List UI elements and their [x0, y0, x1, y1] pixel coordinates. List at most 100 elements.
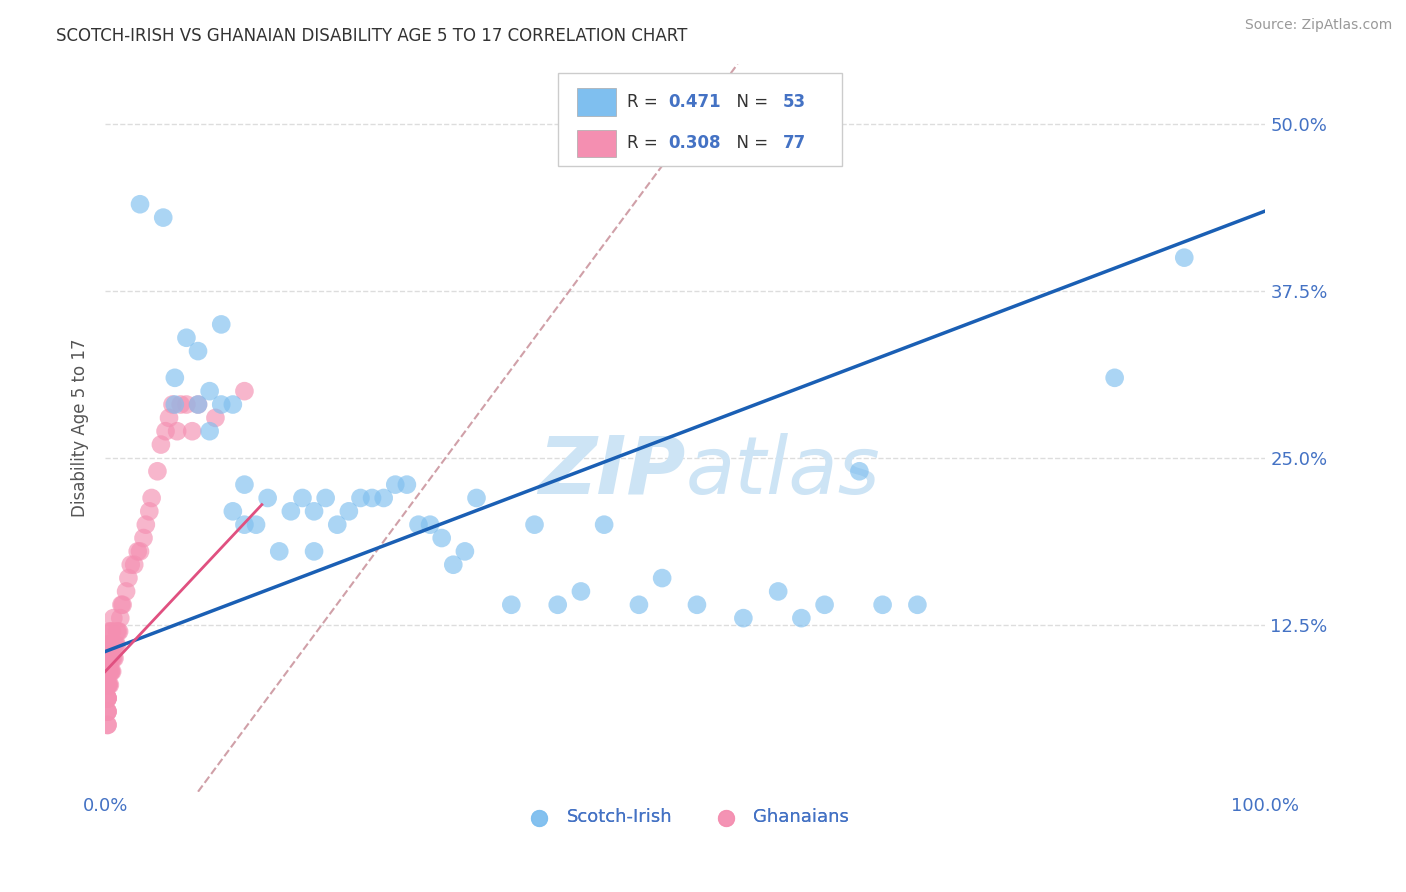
- Point: [813, 598, 835, 612]
- Point: [98, 678, 121, 692]
- Point: [733, 611, 755, 625]
- Point: [686, 598, 709, 612]
- Text: atlas: atlas: [685, 433, 880, 510]
- Point: [163, 397, 186, 411]
- FancyBboxPatch shape: [578, 88, 616, 116]
- Point: [222, 397, 245, 411]
- Point: [97, 624, 120, 639]
- Point: [872, 598, 894, 612]
- Point: [110, 598, 132, 612]
- Point: [97, 638, 120, 652]
- Point: [103, 651, 125, 665]
- Point: [361, 491, 384, 505]
- Point: [627, 598, 650, 612]
- Point: [209, 318, 232, 332]
- Point: [103, 611, 125, 625]
- Text: 0.308: 0.308: [668, 135, 720, 153]
- Point: [187, 397, 209, 411]
- Point: [1104, 371, 1126, 385]
- Point: [97, 678, 120, 692]
- Point: [96, 678, 118, 692]
- Text: 53: 53: [783, 93, 806, 112]
- Point: [98, 665, 121, 679]
- Point: [146, 464, 169, 478]
- Point: [905, 598, 928, 612]
- Text: N =: N =: [725, 135, 773, 153]
- Point: [110, 611, 132, 625]
- Point: [569, 584, 592, 599]
- Point: [233, 517, 256, 532]
- FancyBboxPatch shape: [578, 129, 616, 157]
- Point: [419, 517, 441, 532]
- Point: [547, 598, 569, 612]
- Point: [766, 584, 789, 599]
- Point: [135, 517, 157, 532]
- Text: 0.471: 0.471: [668, 93, 720, 112]
- Point: [209, 397, 232, 411]
- Y-axis label: Disability Age 5 to 17: Disability Age 5 to 17: [72, 339, 89, 517]
- Point: [100, 638, 122, 652]
- Point: [430, 531, 453, 545]
- Text: R =: R =: [627, 93, 664, 112]
- Point: [115, 584, 138, 599]
- Point: [122, 558, 145, 572]
- Point: [163, 371, 186, 385]
- Point: [593, 517, 616, 532]
- Point: [176, 331, 198, 345]
- Point: [141, 491, 163, 505]
- Point: [233, 477, 256, 491]
- Point: [176, 397, 198, 411]
- Point: [97, 651, 120, 665]
- Point: [101, 665, 124, 679]
- Point: [138, 504, 160, 518]
- Point: [129, 197, 152, 211]
- Point: [198, 384, 221, 399]
- Point: [222, 504, 245, 518]
- Point: [98, 651, 121, 665]
- Point: [96, 651, 118, 665]
- Point: [96, 665, 118, 679]
- Point: [96, 678, 118, 692]
- Point: [127, 544, 149, 558]
- Point: [103, 638, 125, 652]
- Point: [101, 651, 124, 665]
- Point: [103, 651, 125, 665]
- Point: [501, 598, 523, 612]
- Point: [465, 491, 488, 505]
- Point: [280, 504, 302, 518]
- Point: [523, 517, 546, 532]
- Point: [96, 705, 118, 719]
- Text: ZIP: ZIP: [538, 433, 685, 510]
- Point: [117, 571, 139, 585]
- Point: [97, 678, 120, 692]
- Point: [291, 491, 314, 505]
- Point: [96, 678, 118, 692]
- Point: [408, 517, 430, 532]
- Point: [108, 624, 131, 639]
- Point: [651, 571, 673, 585]
- Point: [132, 531, 155, 545]
- Point: [326, 517, 349, 532]
- Point: [96, 638, 118, 652]
- Point: [157, 410, 180, 425]
- Point: [395, 477, 418, 491]
- Point: [441, 558, 464, 572]
- Point: [315, 491, 337, 505]
- Point: [162, 397, 184, 411]
- Point: [100, 665, 122, 679]
- Point: [97, 665, 120, 679]
- Point: [152, 211, 174, 225]
- Point: [349, 491, 371, 505]
- Point: [245, 517, 267, 532]
- Point: [100, 651, 122, 665]
- Text: 77: 77: [783, 135, 806, 153]
- Point: [96, 665, 118, 679]
- Point: [256, 491, 278, 505]
- Point: [101, 624, 124, 639]
- Point: [848, 464, 870, 478]
- Point: [96, 705, 118, 719]
- Point: [96, 718, 118, 732]
- Point: [1173, 251, 1195, 265]
- Point: [149, 437, 172, 451]
- Point: [269, 544, 291, 558]
